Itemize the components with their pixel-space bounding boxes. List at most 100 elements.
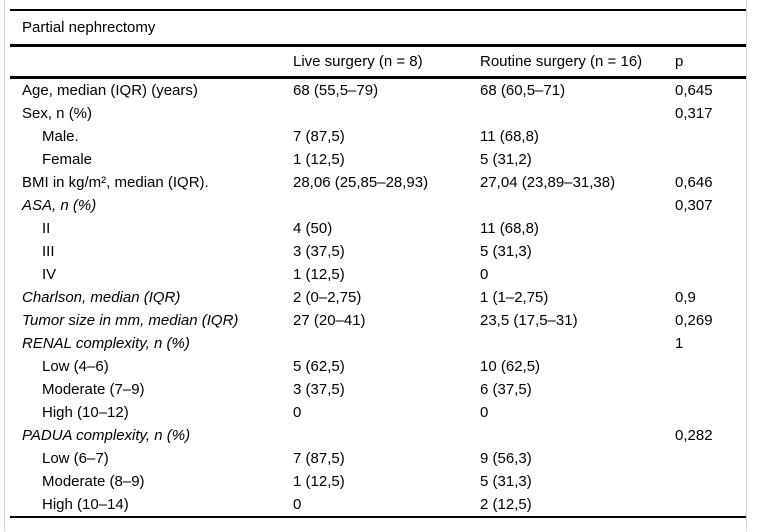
row-label: II <box>42 220 51 237</box>
table-row: Age, median (IQR) (years) 68 (55,5–79) 6… <box>10 78 746 103</box>
row-label: Female <box>42 151 93 168</box>
live-surgery-value <box>293 102 480 125</box>
row-label: High (10–14) <box>42 496 129 513</box>
routine-surgery-value: 5 (31,2) <box>480 151 532 168</box>
live-surgery-value <box>293 332 480 355</box>
table-row: PADUA complexity, n (%) 0,282 <box>10 424 746 447</box>
table-row: Male. 7 (87,5) 11 (68,8) <box>10 125 746 148</box>
p-value <box>675 217 746 240</box>
routine-surgery-value: 5 (31,3) <box>480 243 532 260</box>
p-value <box>675 447 746 470</box>
table-header: Live surgery (n = 8) Routine surgery (n … <box>10 47 746 79</box>
routine-surgery-value: 0 <box>480 404 489 421</box>
routine-surgery-value: 11 (68,8) <box>480 128 539 145</box>
row-label: Sex, n (%) <box>22 105 93 122</box>
table-row: Low (6–7) 7 (87,5) 9 (56,3) <box>10 447 746 470</box>
routine-surgery-value: 9 (56,3) <box>480 450 532 467</box>
row-label: Moderate (7–9) <box>42 381 145 398</box>
routine-surgery-value: 6 (37,5) <box>480 381 532 398</box>
p-value <box>675 263 746 286</box>
live-surgery-value: 1 (12,5) <box>293 151 345 168</box>
row-label: Male. <box>42 128 79 145</box>
row-label: Charlson, median (IQR) <box>22 289 181 306</box>
table-row: III 3 (37,5) 5 (31,3) <box>10 240 746 263</box>
live-surgery-value: 2 (0–2,75) <box>293 289 362 306</box>
header-row: Live surgery (n = 8) Routine surgery (n … <box>10 47 746 79</box>
routine-surgery-value: 0 <box>480 266 489 283</box>
header-routine-surgery: Routine surgery (n = 16) <box>480 47 675 79</box>
table-body: Age, median (IQR) (years) 68 (55,5–79) 6… <box>10 78 746 518</box>
table-row: II 4 (50) 11 (68,8) <box>10 217 746 240</box>
header-p-value: p <box>675 47 746 79</box>
live-surgery-value: 28,06 (25,85–28,93) <box>293 174 429 191</box>
table-row: Charlson, median (IQR) 2 (0–2,75) 1 (1–2… <box>10 286 746 309</box>
p-value: 0,645 <box>675 82 713 99</box>
row-label: ASA, n (%) <box>22 197 97 214</box>
p-value: 1 <box>675 335 684 352</box>
p-value <box>675 493 746 517</box>
table-row: Tumor size in mm, median (IQR) 27 (20–41… <box>10 309 746 332</box>
table-row: Female 1 (12,5) 5 (31,2) <box>10 148 746 171</box>
row-label: Low (6–7) <box>42 450 109 467</box>
routine-surgery-value: 1 (1–2,75) <box>480 289 549 306</box>
p-value: 0,317 <box>675 105 713 122</box>
row-label: Low (4–6) <box>42 358 109 375</box>
table-row: IV 1 (12,5) 0 <box>10 263 746 286</box>
p-value: 0,9 <box>675 289 696 306</box>
live-surgery-value: 5 (62,5) <box>293 358 345 375</box>
table-row: High (10–12) 0 0 <box>10 401 746 424</box>
routine-surgery-value <box>480 424 675 447</box>
table-row: Moderate (7–9) 3 (37,5) 6 (37,5) <box>10 378 746 401</box>
live-surgery-value: 0 <box>293 404 302 421</box>
p-value: 0,269 <box>675 312 713 329</box>
routine-surgery-value: 5 (31,3) <box>480 473 532 490</box>
table-row: High (10–14) 0 2 (12,5) <box>10 493 746 517</box>
live-surgery-value: 27 (20–41) <box>293 312 366 329</box>
p-value <box>675 240 746 263</box>
live-surgery-value <box>293 424 480 447</box>
live-surgery-value: 7 (87,5) <box>293 450 345 467</box>
routine-surgery-value <box>480 332 675 355</box>
p-value <box>675 355 746 378</box>
table-row: Low (4–6) 5 (62,5) 10 (62,5) <box>10 355 746 378</box>
row-label: BMI in kg/m², median (IQR). <box>22 174 209 191</box>
routine-surgery-value: 27,04 (23,89–31,38) <box>480 174 616 191</box>
row-label: Age, median (IQR) (years) <box>22 82 198 99</box>
live-surgery-value: 1 (12,5) <box>293 266 345 283</box>
live-surgery-value: 3 (37,5) <box>293 381 345 398</box>
live-surgery-value: 1 (12,5) <box>293 473 345 490</box>
table-row: ASA, n (%) 0,307 <box>10 194 746 217</box>
routine-surgery-value: 10 (62,5) <box>480 358 541 375</box>
row-label: High (10–12) <box>42 404 129 421</box>
p-value <box>675 470 746 493</box>
live-surgery-value: 0 <box>293 496 302 513</box>
row-label: RENAL complexity, n (%) <box>22 335 190 352</box>
comparison-table: Partial nephrectomy Live surgery (n = 8)… <box>10 9 746 518</box>
p-value: 0,646 <box>675 174 713 191</box>
data-table: Live surgery (n = 8) Routine surgery (n … <box>10 47 746 518</box>
row-label: PADUA complexity, n (%) <box>22 427 191 444</box>
live-surgery-value: 68 (55,5–79) <box>293 82 379 99</box>
live-surgery-value: 4 (50) <box>293 220 333 237</box>
p-value <box>675 401 746 424</box>
table-row: BMI in kg/m², median (IQR). 28,06 (25,85… <box>10 171 746 194</box>
table-row: Sex, n (%) 0,317 <box>10 102 746 125</box>
row-label: Moderate (8–9) <box>42 473 145 490</box>
table-row: Moderate (8–9) 1 (12,5) 5 (31,3) <box>10 470 746 493</box>
routine-surgery-value <box>480 102 675 125</box>
p-value <box>675 148 746 171</box>
p-value: 0,307 <box>675 197 713 214</box>
header-label-column <box>10 47 293 79</box>
live-surgery-value: 7 (87,5) <box>293 128 345 145</box>
routine-surgery-value: 23,5 (17,5–31) <box>480 312 578 329</box>
routine-surgery-value: 68 (60,5–71) <box>480 82 566 99</box>
routine-surgery-value: 2 (12,5) <box>480 496 532 513</box>
routine-surgery-value: 11 (68,8) <box>480 220 539 237</box>
row-label: III <box>42 243 55 260</box>
live-surgery-value: 3 (37,5) <box>293 243 345 260</box>
p-value: 0,282 <box>675 427 713 444</box>
row-label: Tumor size in mm, median (IQR) <box>22 312 239 329</box>
table-title: Partial nephrectomy <box>10 9 746 47</box>
table-row: RENAL complexity, n (%) 1 <box>10 332 746 355</box>
p-value <box>675 378 746 401</box>
